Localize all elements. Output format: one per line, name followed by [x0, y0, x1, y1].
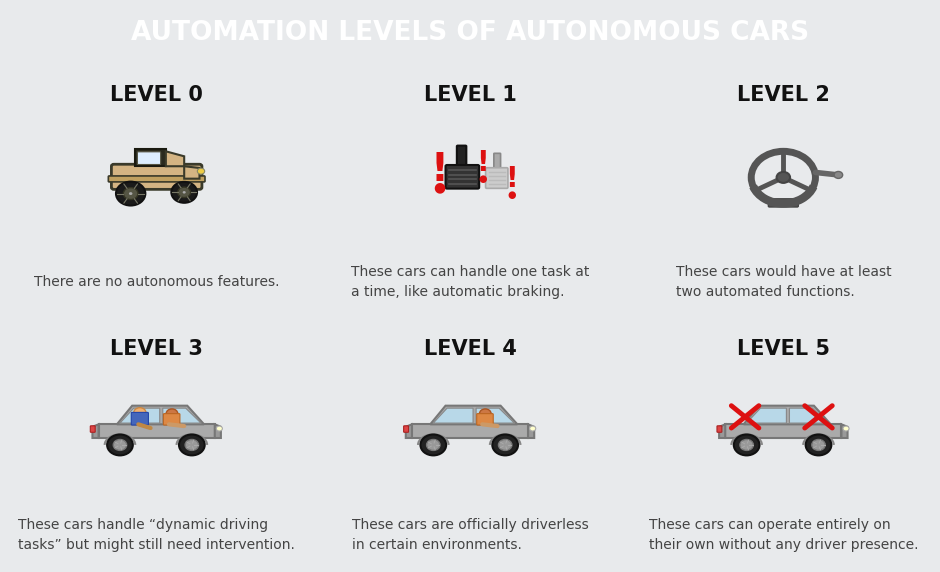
- Polygon shape: [406, 424, 412, 438]
- FancyBboxPatch shape: [90, 426, 95, 432]
- Text: These cars are officially driverless
in certain environments.: These cars are officially driverless in …: [352, 518, 588, 551]
- Circle shape: [806, 435, 831, 455]
- Polygon shape: [431, 406, 517, 424]
- Text: LEVEL 3: LEVEL 3: [110, 339, 203, 359]
- Circle shape: [812, 439, 825, 450]
- Circle shape: [185, 439, 198, 450]
- FancyBboxPatch shape: [768, 199, 798, 207]
- Polygon shape: [92, 424, 99, 438]
- Circle shape: [843, 426, 849, 431]
- Circle shape: [776, 172, 790, 183]
- Text: These cars would have at least
two automated functions.: These cars would have at least two autom…: [676, 265, 891, 299]
- Text: AUTOMATION LEVELS OF AUTONOMOUS CARS: AUTOMATION LEVELS OF AUTONOMOUS CARS: [131, 20, 809, 46]
- Circle shape: [740, 439, 753, 450]
- Circle shape: [113, 439, 127, 450]
- Text: ●: ●: [507, 190, 515, 200]
- Circle shape: [179, 435, 205, 455]
- Circle shape: [182, 191, 186, 193]
- FancyBboxPatch shape: [112, 164, 202, 189]
- Polygon shape: [117, 406, 204, 424]
- Circle shape: [834, 172, 842, 178]
- FancyBboxPatch shape: [477, 414, 494, 425]
- FancyBboxPatch shape: [486, 168, 508, 188]
- Polygon shape: [746, 408, 787, 423]
- Circle shape: [129, 192, 133, 195]
- Circle shape: [479, 409, 491, 418]
- Text: These cars can handle one task at
a time, like automatic braking.: These cars can handle one task at a time…: [351, 265, 589, 299]
- Circle shape: [498, 439, 512, 450]
- Polygon shape: [120, 408, 160, 423]
- FancyBboxPatch shape: [457, 146, 466, 168]
- Text: LEVEL 2: LEVEL 2: [737, 85, 830, 105]
- Circle shape: [178, 187, 191, 197]
- Text: LEVEL 0: LEVEL 0: [110, 85, 203, 105]
- Polygon shape: [528, 424, 534, 438]
- Circle shape: [216, 426, 223, 431]
- Polygon shape: [841, 424, 848, 438]
- Text: LEVEL 1: LEVEL 1: [424, 85, 516, 105]
- Circle shape: [493, 435, 518, 455]
- Circle shape: [171, 182, 197, 202]
- Text: !: !: [505, 165, 518, 193]
- Circle shape: [197, 168, 205, 174]
- Polygon shape: [214, 424, 221, 438]
- Circle shape: [133, 408, 146, 418]
- Polygon shape: [744, 406, 831, 424]
- Circle shape: [734, 435, 760, 455]
- Polygon shape: [165, 152, 184, 166]
- Text: ●: ●: [478, 174, 487, 184]
- Circle shape: [420, 435, 446, 455]
- Circle shape: [427, 439, 440, 450]
- FancyBboxPatch shape: [403, 426, 409, 432]
- FancyBboxPatch shape: [137, 152, 161, 165]
- Text: LEVEL 4: LEVEL 4: [424, 339, 516, 359]
- Polygon shape: [412, 424, 528, 438]
- Polygon shape: [163, 408, 201, 423]
- Polygon shape: [726, 424, 841, 438]
- Text: These cars handle “dynamic driving
tasks” but might still need intervention.: These cars handle “dynamic driving tasks…: [18, 518, 295, 551]
- Circle shape: [166, 409, 178, 418]
- Circle shape: [529, 426, 536, 431]
- Polygon shape: [99, 424, 214, 438]
- Text: There are no autonomous features.: There are no autonomous features.: [34, 275, 279, 289]
- Text: LEVEL 5: LEVEL 5: [737, 339, 830, 359]
- Circle shape: [123, 188, 138, 200]
- Polygon shape: [719, 424, 726, 438]
- Text: ●: ●: [433, 180, 446, 194]
- FancyBboxPatch shape: [108, 176, 205, 182]
- FancyBboxPatch shape: [164, 414, 180, 425]
- Text: These cars can operate entirely on
their own without any driver presence.: These cars can operate entirely on their…: [649, 518, 918, 551]
- FancyBboxPatch shape: [717, 426, 722, 432]
- Polygon shape: [135, 149, 165, 166]
- Text: !: !: [431, 151, 448, 189]
- FancyBboxPatch shape: [132, 412, 149, 425]
- Circle shape: [116, 182, 146, 205]
- Polygon shape: [790, 408, 828, 423]
- Polygon shape: [433, 408, 473, 423]
- Text: !: !: [476, 149, 489, 177]
- FancyBboxPatch shape: [446, 165, 479, 189]
- Circle shape: [107, 435, 133, 455]
- FancyBboxPatch shape: [494, 153, 501, 170]
- Polygon shape: [477, 408, 514, 423]
- Polygon shape: [184, 166, 199, 178]
